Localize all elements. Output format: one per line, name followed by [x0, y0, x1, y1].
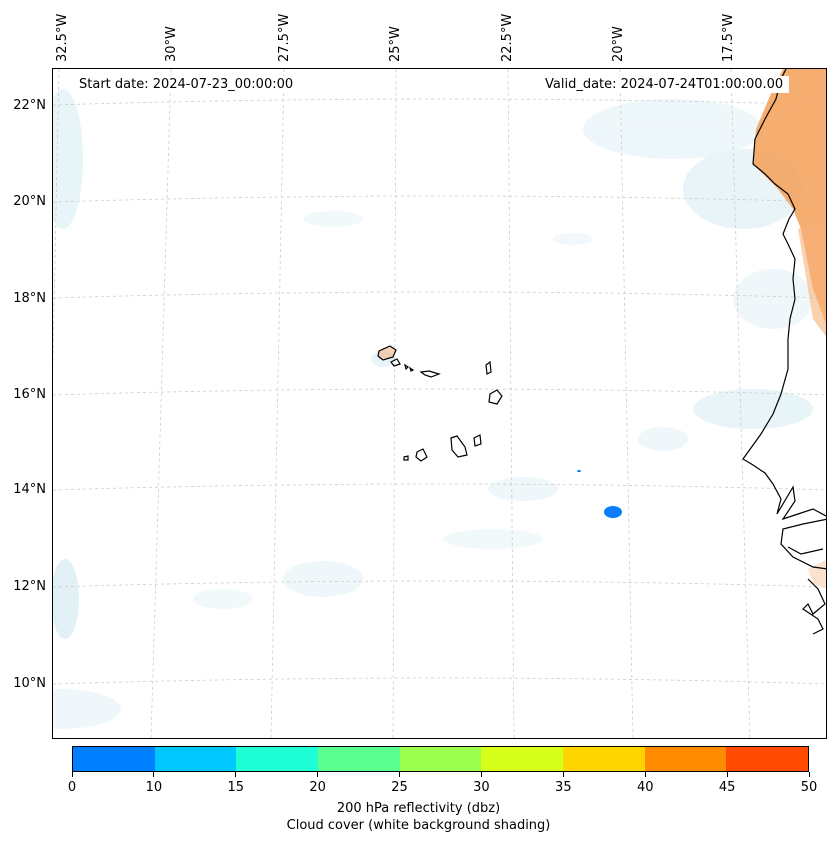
- reflectivity-colorbar: [72, 746, 809, 772]
- lon-label-20w: 20°W: [611, 26, 626, 62]
- map-panel: [52, 68, 827, 739]
- lon-label-22-5w: 22.5°W: [500, 13, 515, 62]
- colorbar-tick-mark: [480, 772, 482, 777]
- lon-label-25w: 25°W: [388, 26, 403, 62]
- start-date-label: Start date: 2024-07-23_00:00:00: [73, 76, 300, 93]
- lat-label-12n: 12°N: [13, 579, 46, 594]
- colorbar-segment: [481, 747, 564, 771]
- lon-label-30w: 30°W: [164, 26, 179, 62]
- colorbar-tick-label: 35: [555, 780, 572, 795]
- lat-label-20n: 20°N: [13, 194, 46, 209]
- coastline: [742, 69, 826, 635]
- lon-label-32-5w: 32.5°W: [55, 13, 70, 62]
- colorbar-segment: [399, 747, 482, 771]
- colorbar-segment: [726, 747, 809, 771]
- reflectivity-cells: [577, 470, 622, 518]
- colorbar-tick-mark: [71, 772, 73, 777]
- cloud-cover-shading: [53, 89, 813, 729]
- lon-label-27-5w: 27.5°W: [277, 13, 292, 62]
- colorbar-tick-label: 0: [67, 780, 77, 795]
- lat-label-14n: 14°N: [13, 482, 46, 497]
- map-canvas: [53, 69, 826, 738]
- colorbar-segment: [563, 747, 645, 771]
- colorbar-segment: [73, 747, 155, 771]
- colorbar-tick-label: 45: [718, 780, 736, 795]
- colorbar-label-cloud-cover: Cloud cover (white background shading): [286, 818, 551, 833]
- colorbar-segment: [318, 747, 400, 771]
- colorbar-tick-mark: [317, 772, 319, 777]
- colorbar-tick-mark: [399, 772, 401, 777]
- colorbar-tick-label: 15: [227, 780, 245, 795]
- colorbar-tick-mark: [235, 772, 237, 777]
- cape-verde-islands: [377, 345, 503, 462]
- colorbar-segment: [236, 747, 319, 771]
- colorbar-tick-label: 25: [391, 780, 408, 795]
- colorbar-tick-mark: [562, 772, 564, 777]
- colorbar-tick-mark: [644, 772, 646, 777]
- colorbar-tick-label: 20: [309, 780, 326, 795]
- lat-label-22n: 22°N: [13, 98, 46, 113]
- colorbar-tick-mark: [153, 772, 155, 777]
- valid-date-label: Valid_date: 2024-07-24T01:00:00.00: [539, 76, 790, 93]
- colorbar-tick-label: 30: [473, 780, 490, 795]
- map-gridlines: [53, 69, 826, 738]
- lat-label-18n: 18°N: [13, 291, 46, 306]
- colorbar-segment: [644, 747, 727, 771]
- colorbar-label-reflectivity: 200 hPa reflectivity (dbz): [336, 801, 501, 816]
- colorbar-tick-label: 40: [636, 780, 654, 795]
- colorbar-tick-label: 10: [145, 780, 163, 795]
- colorbar-tick-mark: [808, 772, 810, 777]
- lat-label-10n: 10°N: [13, 676, 46, 691]
- colorbar-tick-mark: [726, 772, 728, 777]
- lon-label-17-5w: 17.5°W: [721, 13, 736, 62]
- colorbar-tick-label: 50: [800, 780, 818, 795]
- colorbar-segment: [154, 747, 237, 771]
- lat-label-16n: 16°N: [13, 387, 46, 402]
